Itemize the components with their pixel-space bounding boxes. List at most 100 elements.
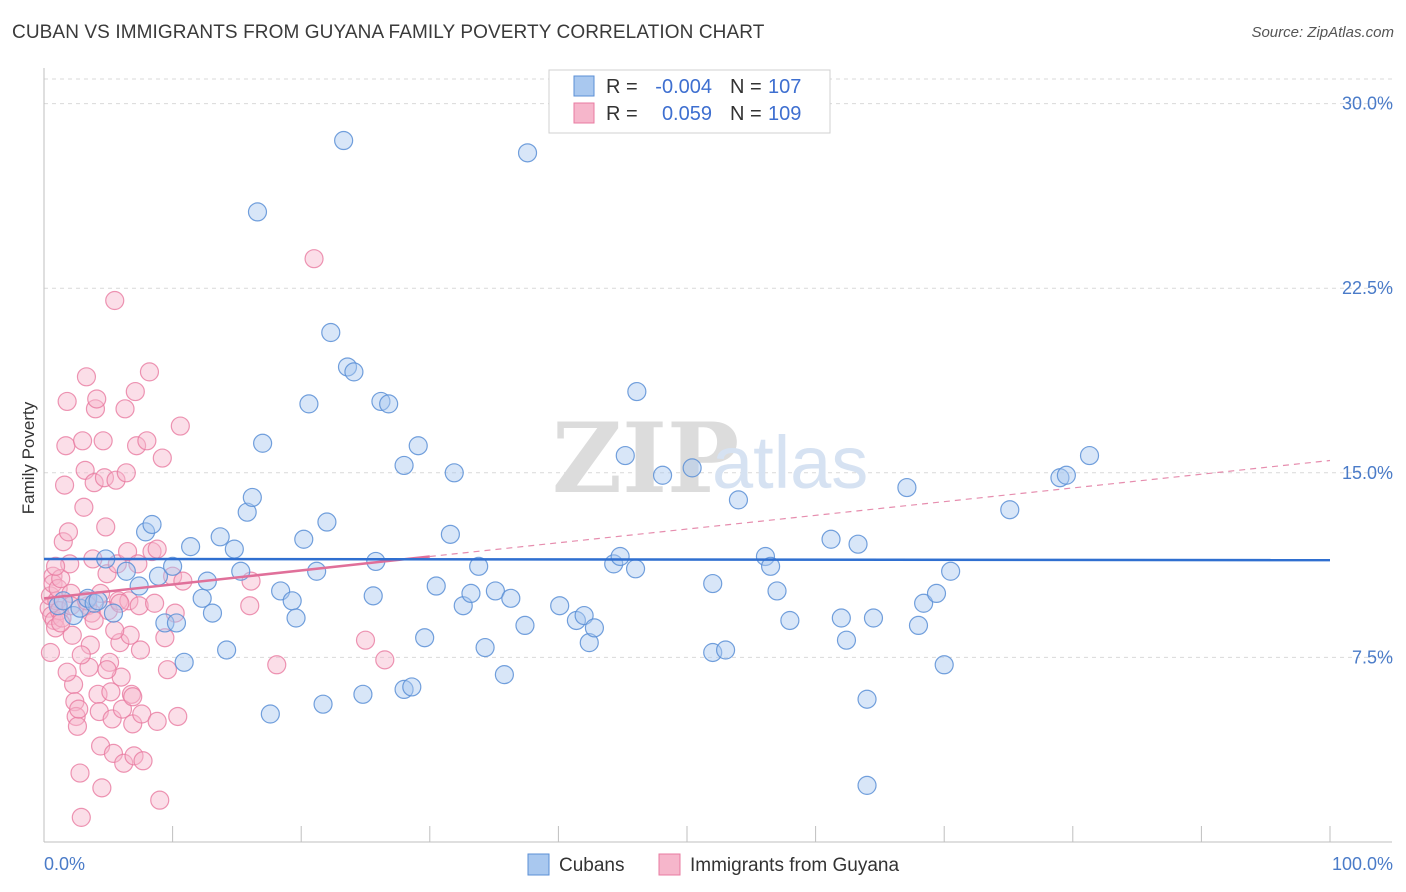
cubans-point-17: [174, 652, 194, 672]
guyana-point-13: [53, 532, 73, 552]
cubans-point-75: [652, 465, 673, 485]
cubans-point-65: [550, 596, 570, 616]
cubans-point-14: [155, 613, 175, 633]
cubans-point-43: [353, 684, 373, 704]
cubans-point-72: [615, 445, 635, 466]
legend-r-value-guyana: 0.059: [662, 103, 712, 125]
guyana-point-107: [105, 620, 125, 640]
guyana-point-99: [84, 610, 104, 631]
guyana-point-50: [101, 682, 121, 702]
cubans-point-48: [394, 679, 414, 700]
cubans-point-2: [63, 605, 84, 626]
cubans-point-44: [363, 586, 383, 606]
watermark: ZIP atlas: [552, 402, 868, 515]
cubans-point-33: [286, 608, 306, 628]
legend-r-label-guyana: R =: [606, 103, 638, 125]
cubans-point-57: [461, 583, 481, 604]
cubans-point-34: [294, 529, 314, 549]
cubans-point-51: [408, 436, 428, 456]
guyana-point-24: [67, 716, 88, 736]
cubans-point-47: [379, 394, 399, 414]
cubans-point-88: [848, 534, 868, 554]
series-legend-label-cubans: Cubans: [559, 855, 625, 876]
cubans-point-97: [941, 561, 961, 581]
cubans-point-3: [70, 598, 90, 618]
cubans-point-27: [242, 487, 262, 508]
cubans-point-81: [755, 546, 776, 567]
cubans-point-96: [934, 655, 954, 675]
cubans-point-93: [908, 615, 929, 636]
guyana-point-47: [97, 564, 117, 584]
cubans-trend-line: [43, 557, 1331, 562]
guyana-point-68: [124, 746, 144, 766]
guyana-point-95: [375, 650, 395, 670]
cubans-point-39: [321, 322, 341, 343]
cubans-point-41: [337, 357, 358, 377]
cubans-point-95: [926, 583, 947, 604]
guyana-point-98: [71, 645, 91, 665]
cubans-point-68: [579, 633, 599, 653]
cubans-point-80: [728, 490, 749, 510]
guyana-trend-extension: [429, 459, 1331, 558]
guyana-point-31: [76, 367, 97, 387]
guyana-point-14: [54, 475, 75, 495]
cubans-point-60: [485, 581, 505, 601]
cubans-point-63: [515, 615, 535, 636]
legend-n-value-guyana: 109: [768, 103, 801, 125]
cubans-point-59: [475, 637, 495, 658]
y-tick-labels: 7.5% 15.0% 22.5% 30.0%: [1342, 94, 1393, 668]
guyana-point-78: [142, 541, 162, 562]
guyana-point-74: [132, 704, 152, 724]
cubans-point-90: [863, 608, 884, 628]
guyana-point-20: [62, 625, 82, 645]
guyana-point-53: [105, 290, 125, 311]
cubans-point-79: [715, 640, 736, 660]
cubans-point-100: [1056, 465, 1076, 485]
correlation-legend: R = -0.004 N = 107 R = 0.059 N = 109: [548, 69, 831, 134]
guyana-point-75: [133, 751, 153, 771]
cubans-point-50: [394, 455, 414, 476]
legend-swatch-cubans: [573, 75, 595, 97]
cubans-point-61: [494, 665, 514, 685]
guyana-point-84: [157, 660, 178, 680]
guyana-point-80: [147, 711, 167, 731]
watermark-atlas: atlas: [712, 421, 868, 504]
guyana-point-54: [106, 470, 126, 490]
legend-box: [548, 69, 831, 134]
cubans-point-62: [501, 588, 521, 608]
guyana-point-83: [155, 628, 175, 648]
y-axis-label: Family Poverty: [19, 401, 38, 514]
cubans-point-73: [625, 559, 646, 579]
cubans-point-86: [831, 608, 851, 628]
guyana-point-102: [123, 687, 143, 707]
cubans-point-8: [103, 603, 124, 623]
cubans-point-58: [469, 556, 489, 576]
cubans-point-84: [780, 610, 800, 631]
guyana-point-63: [117, 541, 138, 562]
cubans-point-28: [247, 202, 268, 222]
guyana-point-97: [57, 662, 77, 682]
cubans-point-92: [897, 477, 917, 498]
guyana-point-59: [112, 699, 133, 719]
series-legend-swatch-guyana: [658, 853, 681, 876]
guyana-point-26: [70, 763, 90, 783]
y-tick-label-1: 15.0%: [1342, 463, 1393, 483]
chart-title: CUBAN VS IMMIGRANTS FROM GUYANA FAMILY P…: [12, 22, 765, 43]
cubans-point-22: [210, 527, 230, 547]
guyana-point-96: [45, 556, 66, 576]
guyana-point-100: [97, 660, 117, 680]
cubans-point-98: [1000, 500, 1020, 520]
cubans-point-53: [426, 576, 446, 596]
cubans-point-77: [703, 573, 723, 594]
guyana-point-29: [74, 497, 94, 517]
cubans-point-64: [517, 143, 538, 163]
cubans-point-38: [317, 512, 337, 532]
cubans-point-55: [444, 463, 464, 483]
cubans-point-24: [224, 539, 244, 559]
guyana-point-46: [96, 517, 116, 537]
cubans-point-18: [181, 537, 201, 557]
legend-r-value-cubans: -0.004: [655, 76, 712, 98]
cubans-point-54: [440, 524, 460, 544]
cubans-point-40: [334, 130, 354, 151]
